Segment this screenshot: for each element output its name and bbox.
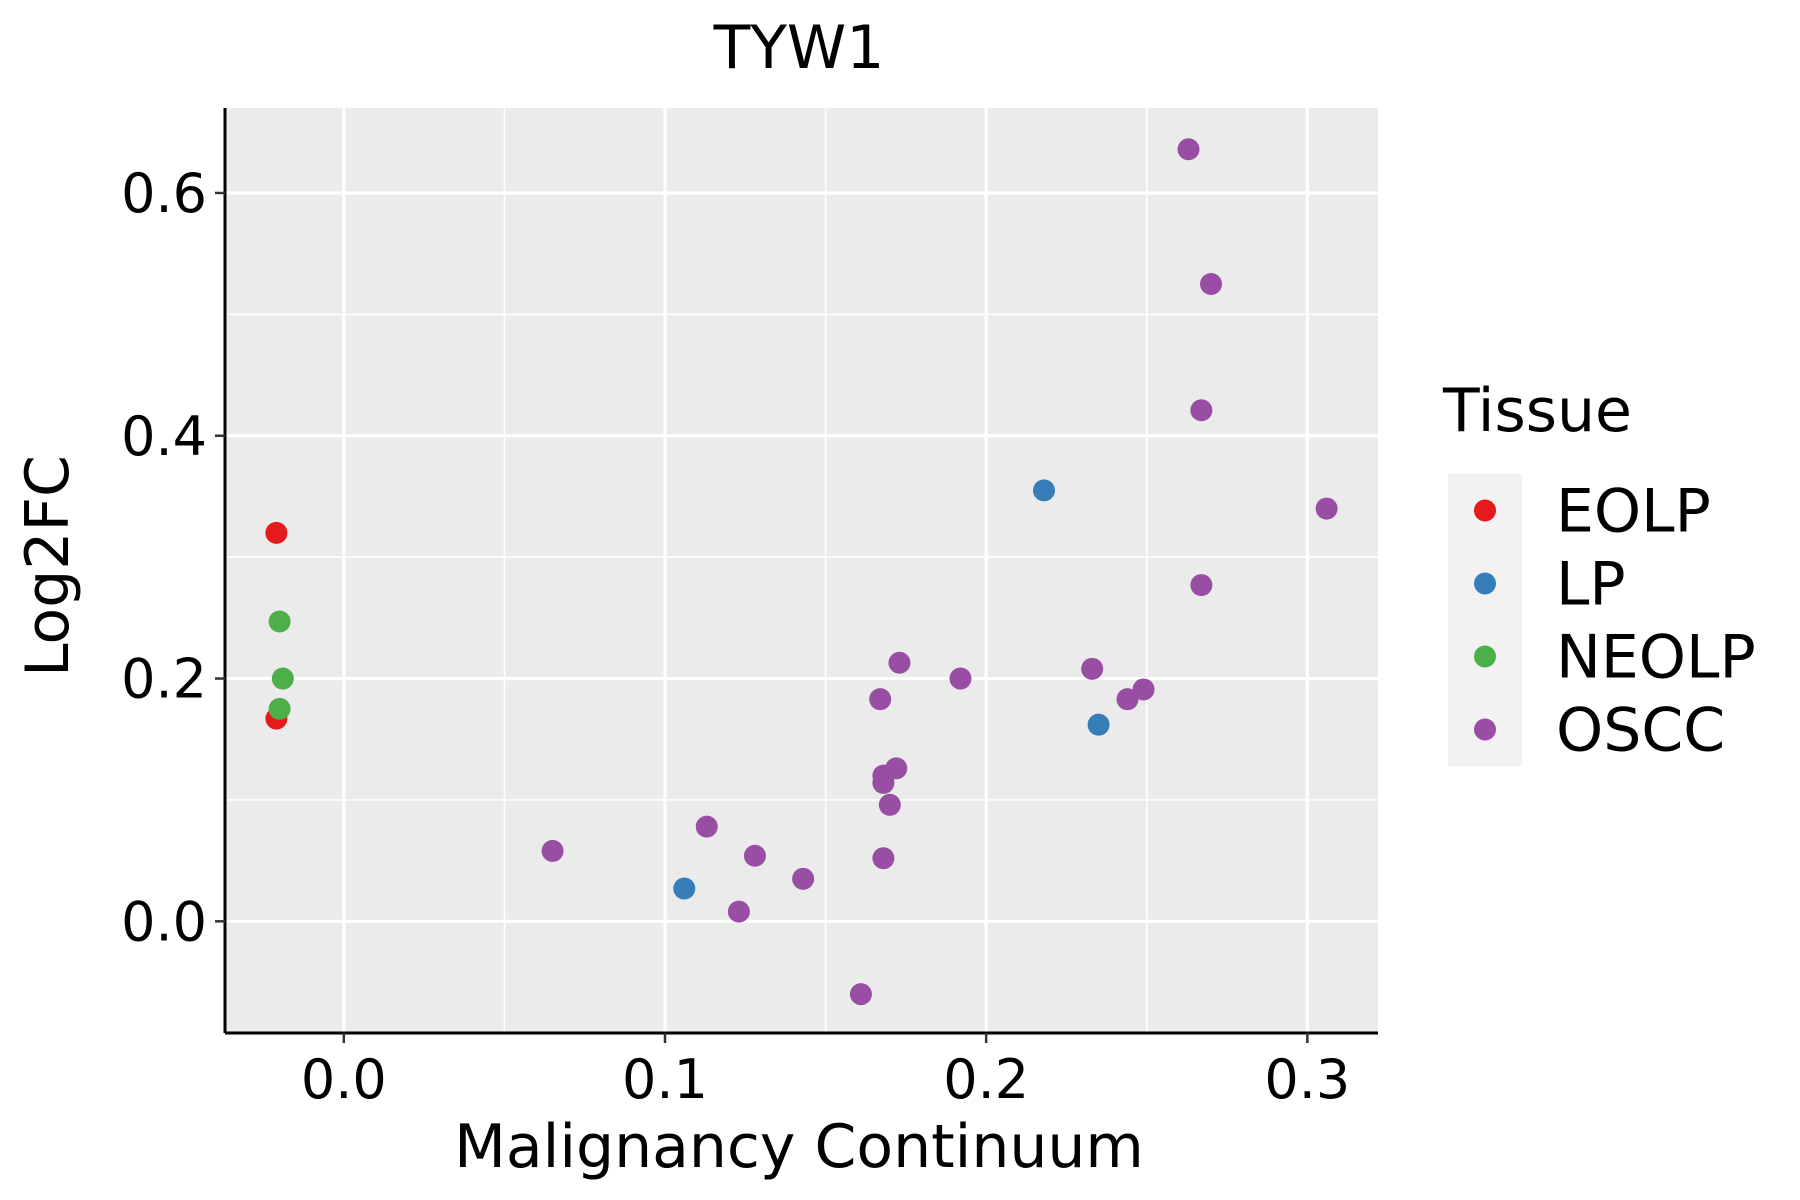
legend-title: Tissue xyxy=(1442,376,1632,446)
data-point-oscc xyxy=(1177,138,1200,161)
y-axis-title: Log2FC xyxy=(13,455,83,677)
data-point-oscc xyxy=(1190,574,1213,597)
x-axis-title: Malignancy Continuum xyxy=(454,1112,1144,1182)
data-point-oscc xyxy=(869,688,892,711)
data-point-lp xyxy=(673,877,696,900)
chart-title: TYW1 xyxy=(713,13,885,83)
x-tick-label: 0.0 xyxy=(301,1048,387,1111)
data-point-neolp xyxy=(268,610,291,633)
plot-area: 0.0 0.1 0.2 0.3 0.0 0.2 0.4 0.6 xyxy=(121,108,1378,1111)
data-point-neolp xyxy=(271,667,294,690)
y-tick-label: 0.2 xyxy=(121,648,207,711)
legend-label-oscc: OSCC xyxy=(1556,696,1725,766)
plot-panel-background xyxy=(225,108,1378,1033)
y-tick-label: 0.6 xyxy=(121,162,207,225)
legend-key-lp xyxy=(1474,572,1496,595)
legend-key-neolp xyxy=(1474,645,1496,668)
legend-label-eolp: EOLP xyxy=(1556,477,1711,547)
data-point-lp xyxy=(1087,713,1110,736)
data-point-oscc xyxy=(541,839,564,862)
data-point-oscc xyxy=(1190,399,1213,422)
data-point-oscc xyxy=(695,815,718,838)
data-point-eolp xyxy=(265,521,288,544)
legend-key-oscc xyxy=(1474,718,1496,741)
x-tick-label: 0.1 xyxy=(622,1048,708,1111)
data-point-oscc xyxy=(888,651,911,674)
data-point-oscc xyxy=(885,757,908,780)
data-point-oscc xyxy=(878,793,901,816)
data-point-oscc xyxy=(1315,497,1338,520)
legend-label-lp: LP xyxy=(1556,550,1626,620)
y-tick-label: 0.0 xyxy=(121,890,207,953)
data-point-oscc xyxy=(743,844,766,867)
legend-key-eolp xyxy=(1474,499,1496,522)
data-point-neolp xyxy=(268,697,291,720)
data-point-oscc xyxy=(1081,657,1104,680)
data-point-oscc xyxy=(792,867,815,890)
data-point-oscc xyxy=(849,983,872,1006)
y-tick-label: 0.4 xyxy=(121,405,207,468)
data-point-oscc xyxy=(727,900,750,923)
x-tick-label: 0.2 xyxy=(943,1048,1029,1111)
x-tick-label: 0.3 xyxy=(1264,1048,1350,1111)
legend-key-background xyxy=(1448,474,1522,766)
data-point-oscc xyxy=(1116,688,1139,711)
data-point-oscc xyxy=(949,667,972,690)
data-point-oscc xyxy=(872,847,895,870)
data-point-oscc xyxy=(872,771,895,794)
data-point-lp xyxy=(1032,479,1055,502)
data-point-oscc xyxy=(1199,273,1222,296)
data-point-oscc xyxy=(1132,678,1155,701)
legend-label-neolp: NEOLP xyxy=(1556,623,1756,693)
